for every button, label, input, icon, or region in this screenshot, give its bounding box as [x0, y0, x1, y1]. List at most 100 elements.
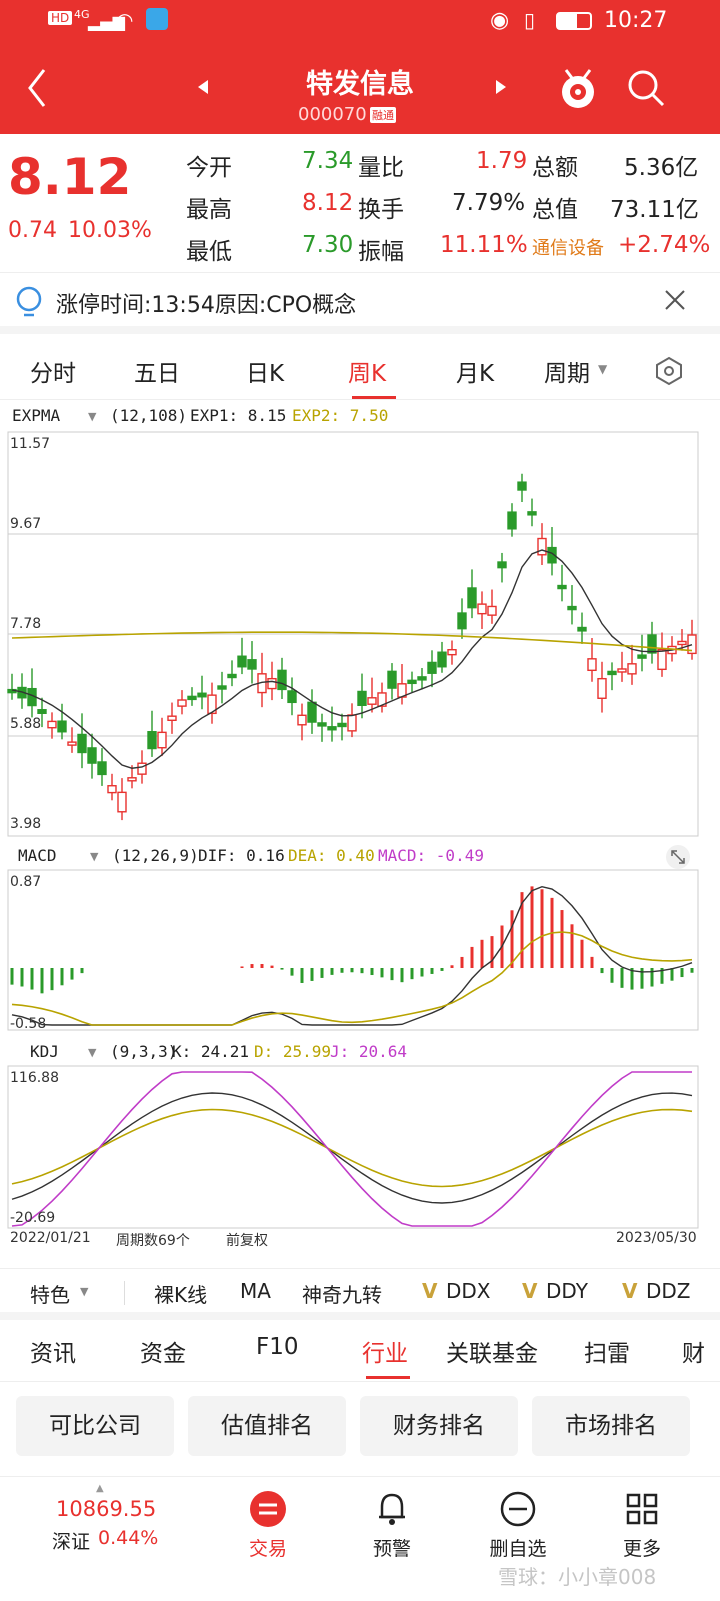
search-icon[interactable]: [626, 68, 666, 108]
vip-icon: V: [422, 1279, 438, 1303]
feature-ddz[interactable]: DDZ: [646, 1279, 691, 1303]
trade-label: 交易: [248, 1538, 287, 1560]
candle-body: [327, 726, 337, 731]
tab-period[interactable]: 周期: [544, 361, 590, 387]
tab-news[interactable]: 资讯: [30, 1341, 76, 1367]
tab-industry[interactable]: 行业: [362, 1341, 408, 1367]
candle-body: [427, 661, 437, 674]
next-stock-icon[interactable]: [494, 78, 508, 96]
candle-body: [567, 605, 577, 611]
feature-td9[interactable]: 神奇九转: [302, 1283, 382, 1307]
active-tab-indicator: [352, 396, 396, 399]
tab-funds[interactable]: 资金: [140, 1341, 186, 1367]
label-high: 最高: [186, 197, 232, 223]
more-button[interactable]: 更多: [582, 1477, 702, 1601]
valuation-rank-button[interactable]: 估值排名: [188, 1396, 346, 1456]
price-tick-bottom: 3.98: [10, 816, 42, 832]
candle-body: [247, 659, 257, 670]
index-pct: 0.44%: [98, 1527, 159, 1549]
active-tab-indicator: [366, 1376, 410, 1379]
candle-body: [337, 722, 347, 728]
kdj-name[interactable]: KDJ: [30, 1042, 59, 1061]
candle-body: [547, 546, 557, 564]
candle-body: [137, 762, 147, 775]
remove-watchlist-button[interactable]: 删自选: [458, 1477, 578, 1601]
feature-ma[interactable]: MA: [240, 1279, 271, 1303]
sector-name[interactable]: 通信设备: [532, 238, 604, 259]
tab-intraday[interactable]: 分时: [30, 361, 76, 387]
chevron-down-icon: ▼: [80, 1285, 89, 1298]
trade-button[interactable]: 交易: [208, 1477, 328, 1601]
macd-dea: DEA: 0.40: [288, 846, 375, 865]
vip-icon: V: [622, 1279, 638, 1303]
kdj-k: K: 24.21: [172, 1042, 250, 1061]
candle-body: [687, 634, 697, 655]
financial-rank-button[interactable]: 财务排名: [360, 1396, 518, 1456]
weather-icon: [146, 8, 168, 30]
mascot-icon[interactable]: [556, 64, 600, 112]
candle-body: [37, 709, 47, 714]
chart-area[interactable]: EXPMA ▼ (12,108) EXP1: 8.15 EXP2: 7.50 1…: [0, 400, 720, 1268]
macd-tick-bottom: -0.58: [10, 1016, 47, 1032]
alert-button[interactable]: 预警: [332, 1477, 452, 1601]
price-tick-top: 11.57: [10, 436, 51, 452]
grid-icon: [626, 1493, 658, 1525]
candle-body: [457, 612, 467, 630]
settings-hex-icon[interactable]: [654, 356, 684, 386]
expand-icon[interactable]: [664, 844, 692, 870]
value-turnover: 7.79%: [452, 190, 526, 216]
limit-up-notice[interactable]: 涨停时间:13:54原因:CPO概念: [0, 272, 720, 334]
candle-body: [237, 655, 247, 668]
dea-line: [11, 931, 693, 1026]
kdj-j-line: [11, 1071, 692, 1227]
feature-ddy[interactable]: DDY: [546, 1279, 588, 1303]
value-amplitude: 11.11%: [440, 232, 528, 258]
tab-finance[interactable]: 财: [682, 1341, 705, 1367]
feature-ddx[interactable]: DDX: [446, 1279, 491, 1303]
tab-risk-scan[interactable]: 扫雷: [584, 1341, 630, 1367]
candle-body: [627, 663, 637, 675]
tab-monthly-k[interactable]: 月K: [456, 361, 495, 387]
price-change: 0.74: [8, 218, 57, 243]
candle-body: [107, 785, 117, 794]
notice-text: 涨停时间:13:54原因:CPO概念: [56, 293, 357, 318]
macd-name[interactable]: MACD: [18, 846, 57, 865]
label-amount: 总额: [532, 155, 578, 181]
close-icon[interactable]: [664, 289, 686, 311]
candle-body: [277, 669, 287, 691]
signal-icon: ▂▄▆: [88, 12, 125, 31]
candlesticks: [7, 473, 697, 821]
price-tick-4: 5.88: [10, 716, 42, 732]
market-rank-button[interactable]: 市场排名: [532, 1396, 690, 1456]
candle-body: [227, 673, 237, 679]
tab-daily-k[interactable]: 日K: [246, 361, 285, 387]
peer-companies-button[interactable]: 可比公司: [16, 1396, 174, 1456]
expma-exp2: EXP2: 7.50: [292, 406, 389, 425]
candle-body: [367, 697, 377, 705]
macd-histogram: [10, 886, 694, 994]
tab-related-funds[interactable]: 关联基金: [446, 1341, 538, 1367]
candle-body: [607, 670, 617, 676]
date-start: 2022/01/21: [10, 1230, 91, 1246]
sector-change[interactable]: +2.74%: [618, 232, 711, 258]
candle-body: [297, 714, 307, 726]
tab-weekly-k[interactable]: 周K: [348, 361, 387, 387]
exp2-line: [11, 631, 693, 652]
feature-special[interactable]: 特色: [30, 1283, 70, 1307]
adjust-mode: 前复权: [226, 1233, 268, 1249]
kdj-tick-bottom: -20.69: [10, 1210, 56, 1226]
index-value[interactable]: 10869.55: [56, 1497, 157, 1521]
candle-body: [657, 649, 667, 671]
candle-body: [617, 668, 627, 673]
feature-naked-k[interactable]: 裸K线: [154, 1283, 208, 1307]
tab-five-day[interactable]: 五日: [134, 361, 180, 387]
date-end: 2023/05/30: [616, 1230, 697, 1246]
label-amplitude: 振幅: [358, 239, 404, 265]
tab-f10[interactable]: F10: [256, 1334, 299, 1360]
back-icon[interactable]: [24, 66, 52, 110]
candle-body: [187, 695, 197, 701]
expma-name[interactable]: EXPMA: [12, 406, 61, 425]
candle-body: [377, 692, 387, 707]
candle-body: [47, 720, 57, 729]
prev-stock-icon[interactable]: [196, 78, 210, 96]
